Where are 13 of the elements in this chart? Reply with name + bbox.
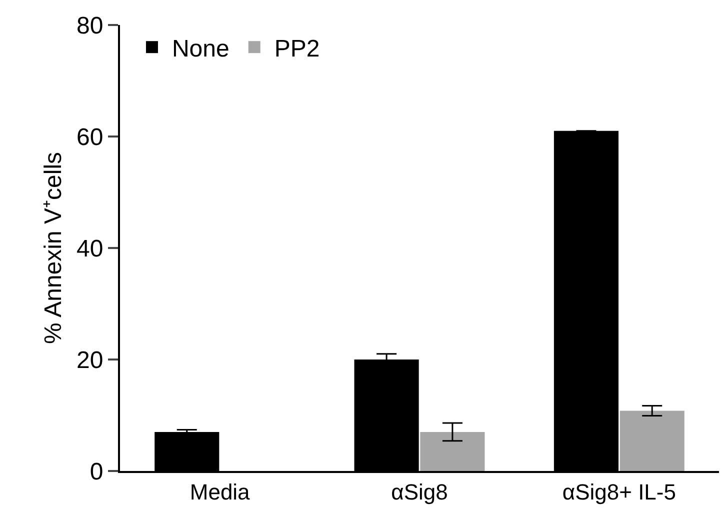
legend-label: None [172, 35, 230, 62]
bar [420, 432, 485, 471]
y-tick-label: 20 [76, 346, 104, 374]
legend-label: PP2 [274, 35, 320, 62]
y-axis-title: % Annexin V⁺cells [40, 152, 67, 344]
y-tick-label: 60 [76, 124, 104, 151]
x-tick-label: Media [190, 479, 251, 504]
y-tick-label: 0 [90, 458, 104, 486]
x-tick-label: αSig8 [391, 479, 448, 504]
y-tick-label: 40 [76, 235, 104, 262]
y-tick-label: 80 [76, 12, 104, 40]
bar [620, 410, 684, 471]
x-tick-label: αSig8+ IL-5 [562, 479, 676, 504]
